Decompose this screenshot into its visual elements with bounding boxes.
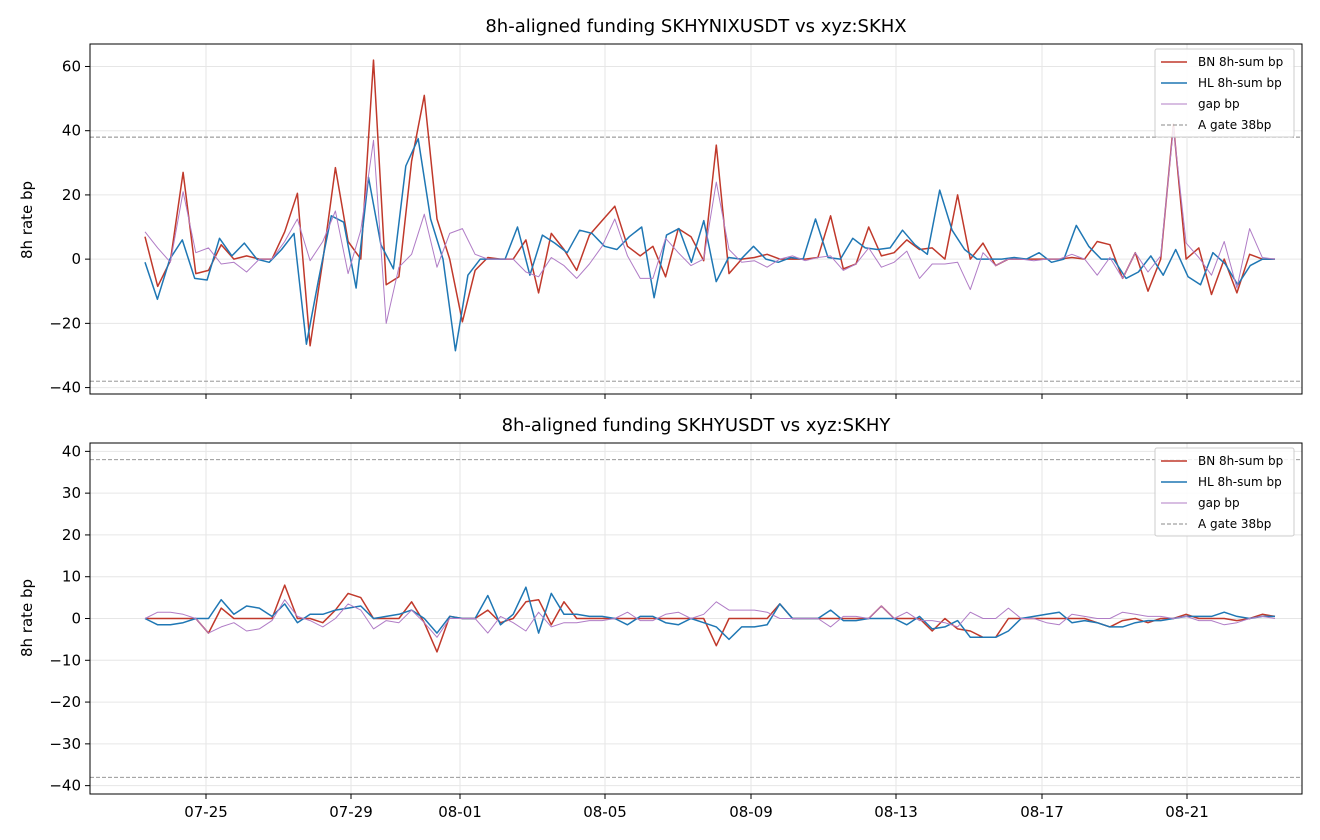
y-tick-label: 60 xyxy=(62,57,81,75)
series-line-gap xyxy=(144,127,1276,324)
legend-label: gap bp xyxy=(1198,496,1240,510)
y-tick-label: −10 xyxy=(49,651,81,669)
legend-label: gap bp xyxy=(1198,97,1240,111)
legend-label: A gate 38bp xyxy=(1198,118,1271,132)
grid xyxy=(90,443,1302,794)
series-line-gap xyxy=(144,599,1276,638)
y-tick-label: 30 xyxy=(62,484,81,502)
y-tick-label: 20 xyxy=(62,186,81,204)
y-tick-label: −40 xyxy=(49,379,81,397)
series-line-bn xyxy=(145,584,1276,653)
plot-frame xyxy=(89,43,1303,395)
y-tick-label: 0 xyxy=(71,610,81,628)
grid xyxy=(90,44,1302,394)
legend-label: HL 8h-sum bp xyxy=(1198,76,1282,90)
y-axis-label: 8h rate bp xyxy=(18,181,36,259)
y-tick-label: −20 xyxy=(49,693,81,711)
x-tick-label: 08-01 xyxy=(438,803,482,821)
x-tick-label: 08-17 xyxy=(1020,803,1064,821)
y-tick-label: 10 xyxy=(62,568,81,586)
y-tick-label: 0 xyxy=(71,250,81,268)
x-tick-label: 08-21 xyxy=(1165,803,1209,821)
y-tick-label: −40 xyxy=(49,777,81,795)
y-axis-label: 8h rate bp xyxy=(18,579,36,657)
y-tick-label: 40 xyxy=(62,442,81,460)
y-tick-label: −30 xyxy=(49,735,81,753)
x-tick-label: 07-25 xyxy=(184,803,228,821)
panel-skhynix: 8h-aligned funding SKHYNIXUSDT vs xyz:SK… xyxy=(18,16,1303,399)
y-tick-label: −20 xyxy=(49,314,81,332)
legend: BN 8h-sum bp HL 8h-sum bp gap bp A gate 38b… xyxy=(1154,48,1295,138)
x-tick-label: 08-09 xyxy=(729,803,773,821)
x-tick-label: 08-13 xyxy=(874,803,918,821)
x-tick-label: 07-29 xyxy=(329,803,373,821)
y-tick-label: 40 xyxy=(62,122,81,140)
panel-title: 8h-aligned funding SKHYNIXUSDT vs xyz:SK… xyxy=(485,16,906,37)
series-line-bn xyxy=(144,59,1275,347)
legend-label: BN 8h-sum bp xyxy=(1198,454,1283,468)
panel-skhy: 8h-aligned funding SKHYUSDT vs xyz:SKHY … xyxy=(18,415,1303,821)
legend-label: HL 8h-sum bp xyxy=(1198,475,1282,489)
legend-label: A gate 38bp xyxy=(1198,517,1271,531)
y-tick-label: 20 xyxy=(62,526,81,544)
series-line-hl xyxy=(144,586,1275,641)
panel-title: 8h-aligned funding SKHYUSDT vs xyz:SKHY xyxy=(502,415,892,436)
legend-label: BN 8h-sum bp xyxy=(1198,55,1283,69)
x-tick-label: 08-05 xyxy=(583,803,627,821)
legend-box xyxy=(1154,48,1295,138)
legend: BN 8h-sum bp HL 8h-sum bp gap bp A gate 38b… xyxy=(1154,447,1295,537)
legend-box xyxy=(1154,447,1295,537)
